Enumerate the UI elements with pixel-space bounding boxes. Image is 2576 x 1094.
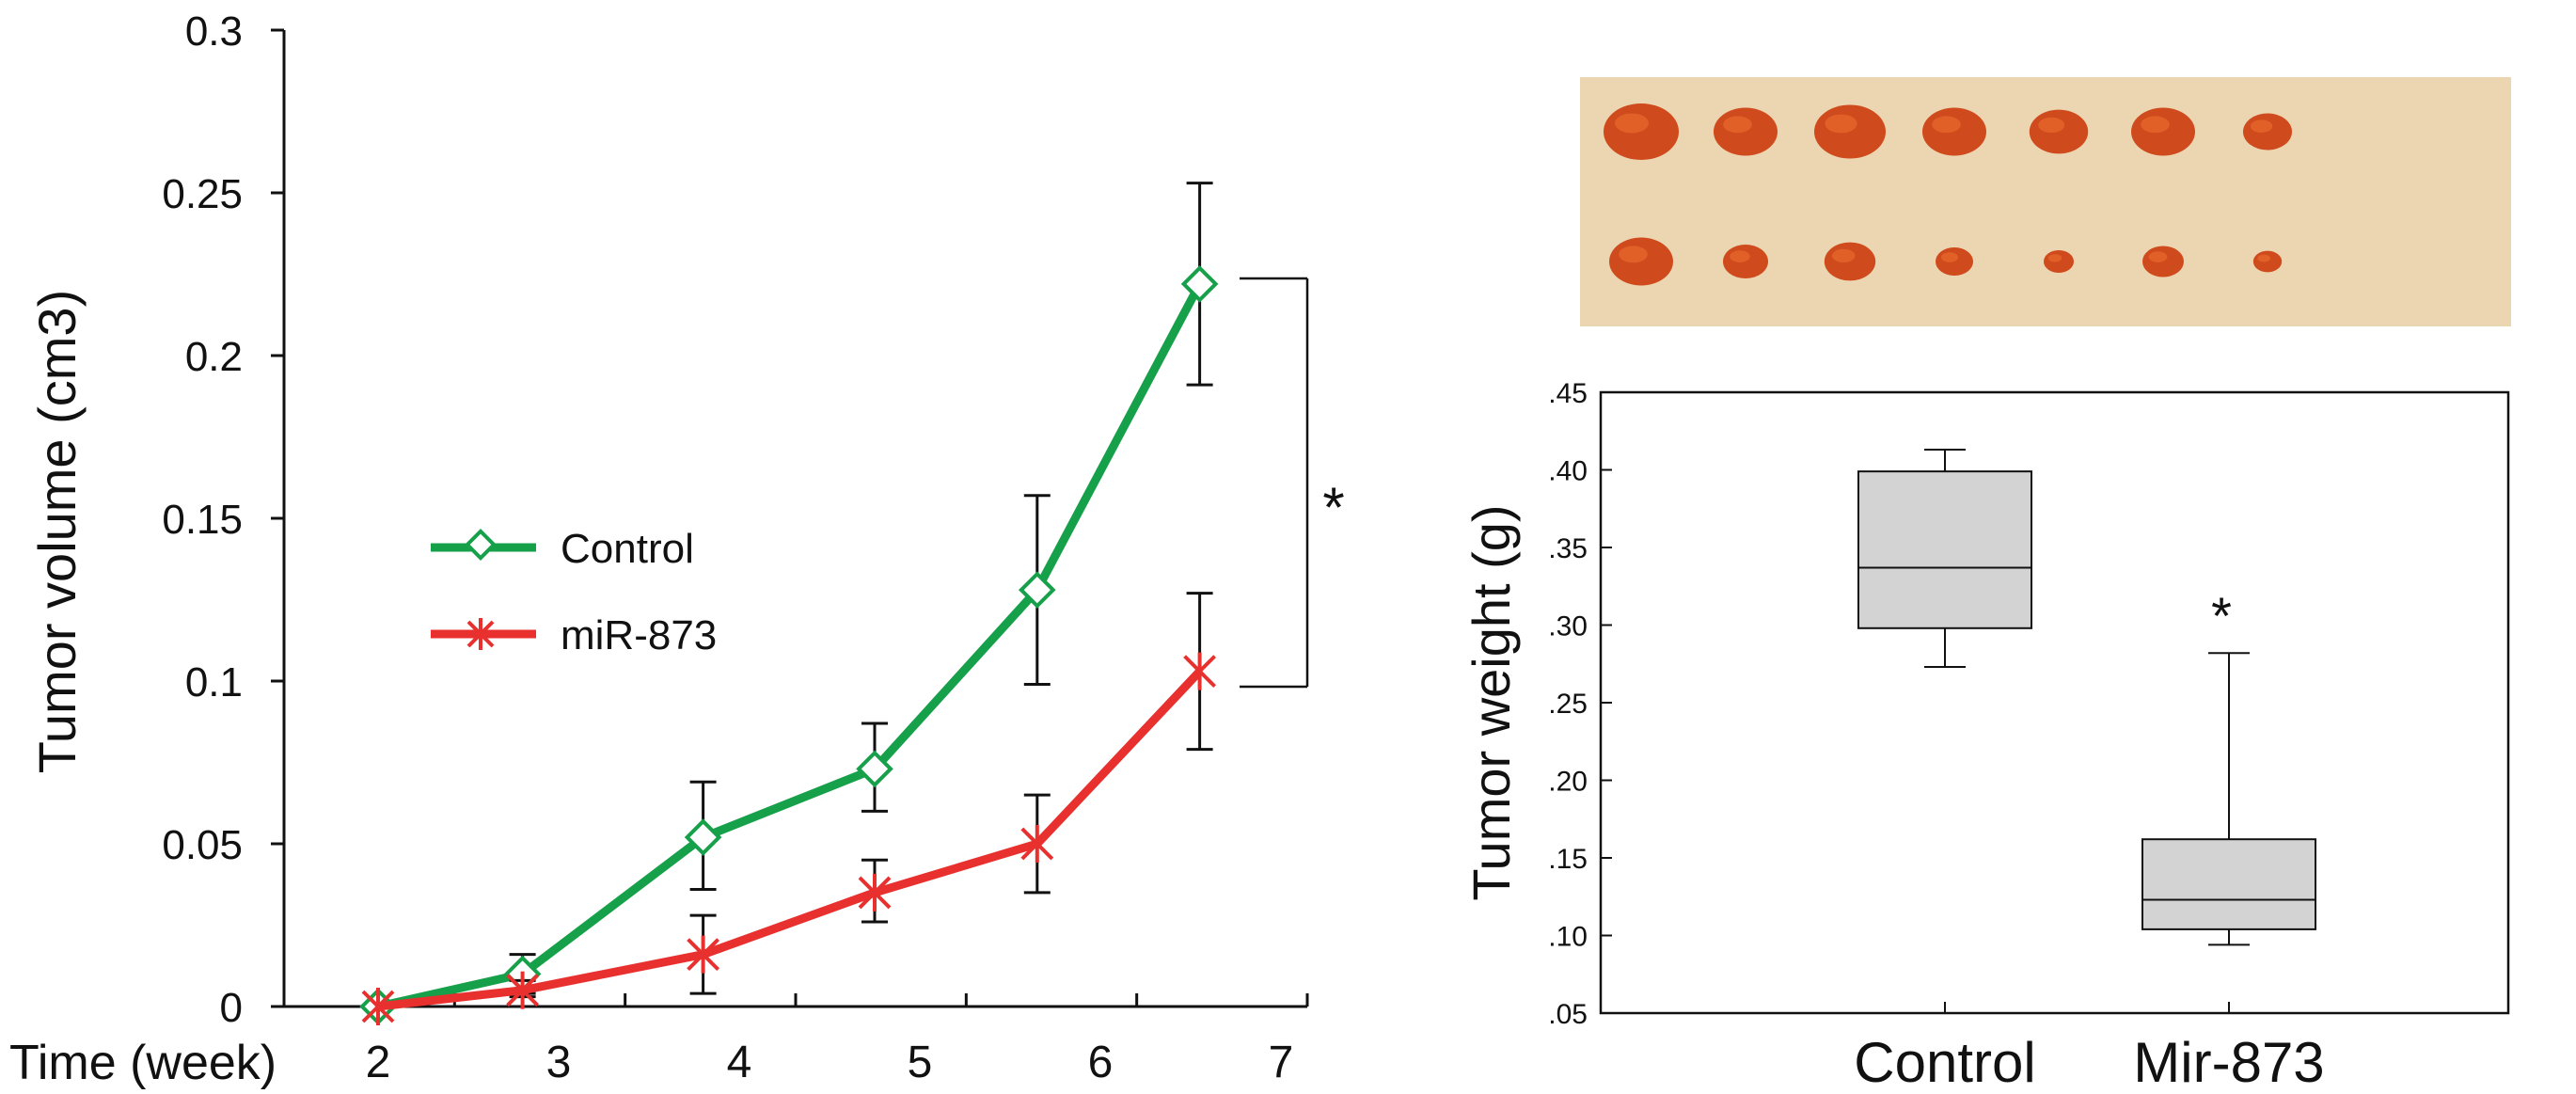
y-tick-label: 0.15 [162,497,243,543]
data-point-diamond [856,750,893,788]
y-tick-label: 0.3 [185,8,243,55]
legend-label-mir873: miR-873 [561,612,717,658]
y-tick-label: 0.2 [185,334,243,380]
box-control [1857,449,2032,669]
tumor-highlight [1615,113,1649,134]
tumor-specimen [1936,247,1973,276]
significance-bracket: * [1240,277,1345,689]
x-axis-ticks: 2 3 4 5 6 7 [366,993,1309,1087]
tumor-highlight [1730,250,1750,262]
box-y-tick-label: .45 [1548,378,1588,409]
x-tick-label: 4 [727,1038,752,1087]
tumor-specimen [2029,109,2089,154]
tumor-specimen [1824,242,1876,281]
data-point-asterisk [687,935,720,974]
box-y-axis-ticks: .05 .10 .15 .20 .25 .30 .35 .40 .45 [1548,378,1612,1030]
series-line [377,281,1204,1011]
box-y-tick-label: .30 [1548,611,1588,642]
tumor-highlight [2141,116,2170,134]
box-y-tick-label: .40 [1548,456,1588,487]
x-tick-label: 5 [908,1038,933,1087]
tumor-specimen [1723,245,1768,278]
data-point-asterisk [361,988,395,1025]
tumor-highlight [2257,254,2271,262]
legend-item-control: Control [431,526,694,572]
data-point-diamond [684,818,722,856]
data-point-diamond [1019,571,1056,609]
box-y-tick-label: .15 [1548,844,1588,875]
photo-tumor-group [1604,103,2292,286]
line-chart-axes [282,30,1307,1008]
tumor-highlight [2038,117,2065,134]
tumor-highlight [1723,116,1752,134]
box-mir873: * [2141,586,2316,946]
tumor-volume-line-chart: 0 0.05 0.1 0.15 0.2 0.25 0.3 2 3 4 5 6 7 Tumor volu… [9,8,1345,1090]
tumor-highlight [2250,119,2273,133]
data-point-asterisk [1020,825,1054,863]
data-point-asterisk [506,971,540,1009]
box-y-tick-label: .35 [1548,533,1588,564]
data-point-asterisk [858,873,892,912]
y-axis-title: Tumor volume (cm3) [27,290,87,773]
tumor-specimen [2131,107,2195,156]
y-tick-label: 0.25 [162,171,243,217]
box-iqr [1857,470,2032,629]
box-plot-frame [1599,390,2510,1015]
legend: Control miR-873 [431,526,717,658]
tumor-highlight [2148,251,2168,262]
series-mir873 [361,592,1217,1025]
tumor-specimen [1714,107,1778,156]
y-tick-label: 0 [220,985,243,1031]
tumor-specimen [1814,104,1886,159]
tumor-specimen [2044,250,2074,273]
legend-item-mir873: miR-873 [431,612,717,658]
tumor-specimen [1604,103,1679,160]
x-tick-label: 2 [366,1038,391,1087]
x-axis-title: Time (week) [9,1036,277,1089]
x-tick-label: 6 [1088,1038,1114,1087]
legend-label-control: Control [561,526,694,572]
tumor-highlight [1825,114,1857,134]
tumor-specimen [2252,250,2283,273]
box-y-tick-label: .20 [1548,767,1588,798]
legend-diamond-icon [465,529,497,561]
box-iqr [2141,838,2316,930]
x-tick-label: 3 [546,1038,572,1087]
y-tick-label: 0.05 [162,822,243,868]
y-axis-ticks: 0 0.05 0.1 0.15 0.2 0.25 0.3 [162,8,284,1031]
box-y-tick-label: .05 [1548,999,1588,1030]
box-y-tick-label: .25 [1548,689,1588,720]
box-significance-asterisk: * [2211,586,2232,645]
tumor-highlight [1831,248,1856,263]
series-control [359,182,1219,1025]
box-y-tick-label: .10 [1548,922,1588,953]
significance-asterisk: * [1322,476,1344,539]
legend-asterisk-icon [466,618,495,650]
box-group: * [1857,449,2316,946]
box-x-tick-label: Mir-873 [2133,1031,2324,1089]
series-line [377,668,1203,1011]
x-tick-label: 7 [1269,1038,1294,1087]
line-series-group [359,182,1219,1025]
tumor-weight-box-plot: .05 .10 .15 .20 .25 .30 .35 .40 .45 Control Mir-8… [1462,378,2510,1094]
tumor-highlight [1619,246,1648,263]
tumor-specimen [2142,246,2184,277]
data-point-diamond [1180,265,1219,303]
y-tick-label: 0.1 [185,659,243,706]
box-x-axis-labels: Control Mir-873 [1854,1002,2325,1094]
tumor-photo [1580,77,2511,326]
tumor-highlight [2047,254,2062,262]
box-y-axis-title: Tumor weight (g) [1462,504,1521,900]
data-point-asterisk [1183,652,1217,690]
tumor-specimen [2243,113,2292,151]
box-x-tick-label: Control [1854,1031,2035,1089]
tumor-highlight [1932,116,1961,134]
tumor-highlight [1941,252,1958,262]
tumor-specimen [1922,107,1986,156]
tumor-specimen [1609,237,1673,286]
